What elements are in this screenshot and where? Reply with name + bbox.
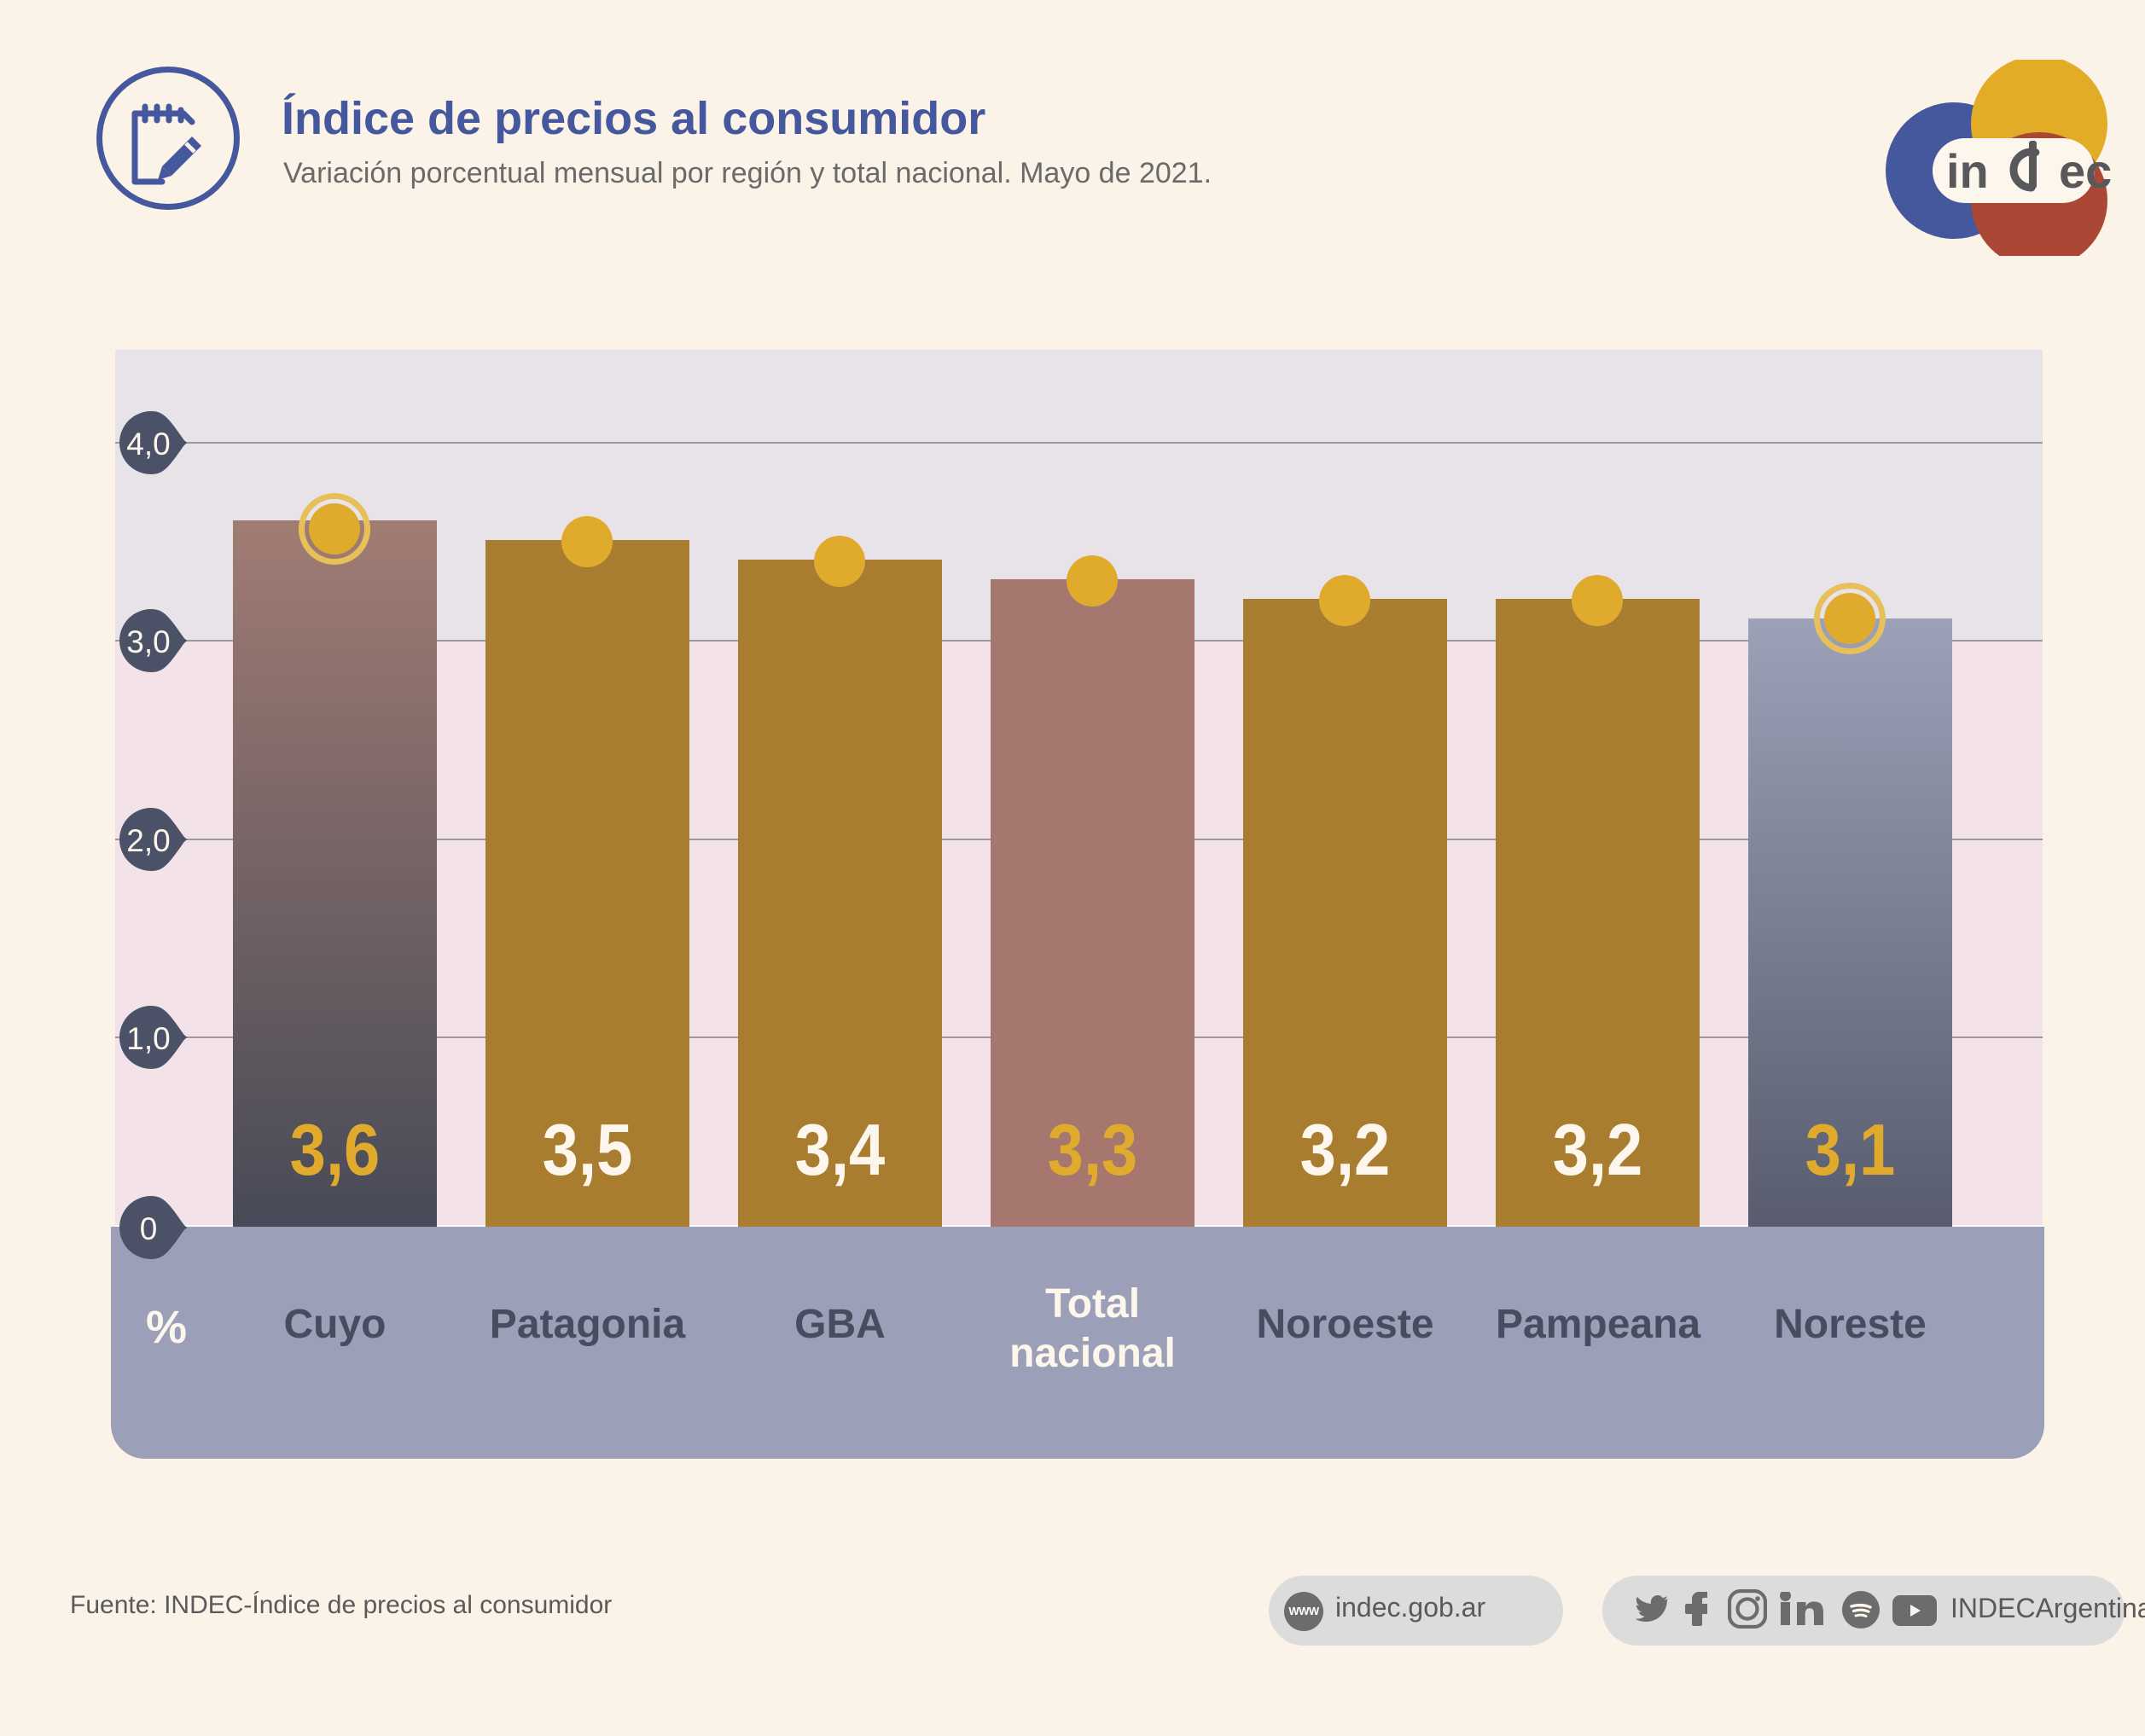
svg-text:ec: ec [2059, 144, 2112, 198]
svg-text:in: in [1946, 144, 1989, 198]
